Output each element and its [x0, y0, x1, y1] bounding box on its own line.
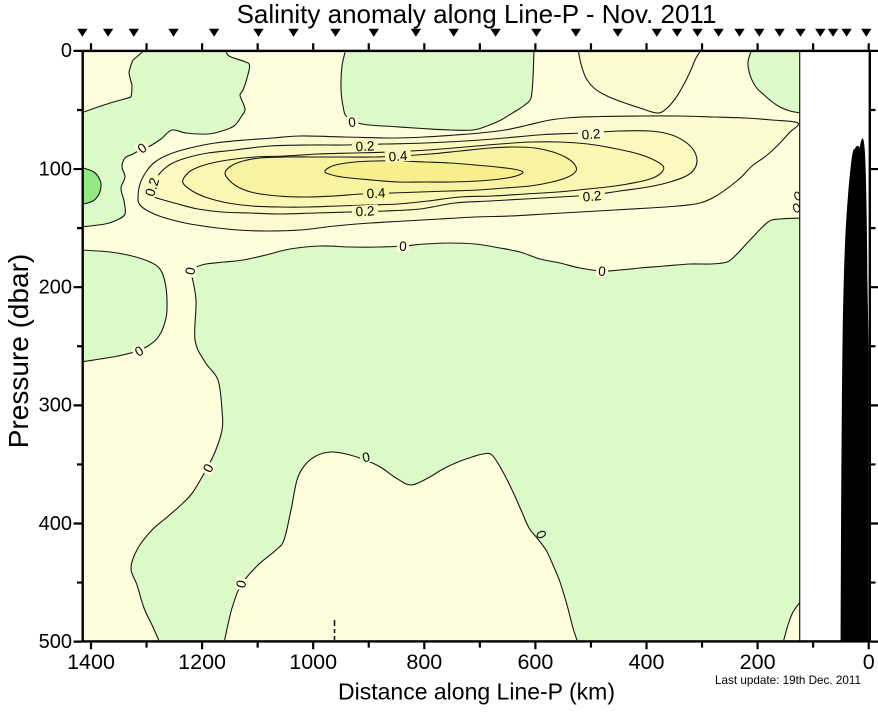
svg-text:0.4: 0.4 — [388, 148, 408, 164]
svg-text:500: 500 — [39, 631, 72, 653]
svg-text:0: 0 — [361, 449, 371, 465]
svg-text:0: 0 — [863, 650, 875, 674]
svg-text:0: 0 — [182, 266, 198, 276]
svg-text:0: 0 — [399, 239, 407, 254]
svg-text:600: 600 — [517, 650, 553, 674]
svg-text:200: 200 — [740, 650, 776, 674]
svg-text:0.2: 0.2 — [581, 126, 601, 142]
svg-text:0: 0 — [598, 263, 607, 279]
svg-text:Distance along Line-P (km): Distance along Line-P (km) — [338, 679, 615, 705]
svg-text:0: 0 — [233, 579, 249, 590]
svg-text:0: 0 — [347, 114, 357, 130]
svg-text:0.4: 0.4 — [366, 185, 386, 201]
svg-text:300: 300 — [39, 395, 72, 417]
svg-text:Pressure (dbar): Pressure (dbar) — [3, 254, 34, 449]
svg-text:0: 0 — [61, 40, 72, 62]
svg-text:200: 200 — [39, 277, 72, 299]
svg-text:0.2: 0.2 — [355, 203, 375, 219]
svg-text:1200: 1200 — [178, 650, 226, 674]
svg-text:0.2: 0.2 — [355, 138, 375, 154]
svg-text:1000: 1000 — [289, 650, 337, 674]
svg-text:Last update: 19th Dec. 2011: Last update: 19th Dec. 2011 — [715, 674, 861, 687]
svg-text:1400: 1400 — [67, 650, 115, 674]
svg-text:400: 400 — [629, 650, 665, 674]
svg-text:Salinity anomaly along Line-P: Salinity anomaly along Line-P - Nov. 201… — [237, 0, 717, 29]
svg-text:0.2: 0.2 — [582, 188, 602, 205]
svg-text:0.2: 0.2 — [142, 176, 162, 198]
svg-text:100: 100 — [39, 158, 72, 180]
svg-text:400: 400 — [39, 513, 72, 535]
svg-text:800: 800 — [406, 650, 442, 674]
